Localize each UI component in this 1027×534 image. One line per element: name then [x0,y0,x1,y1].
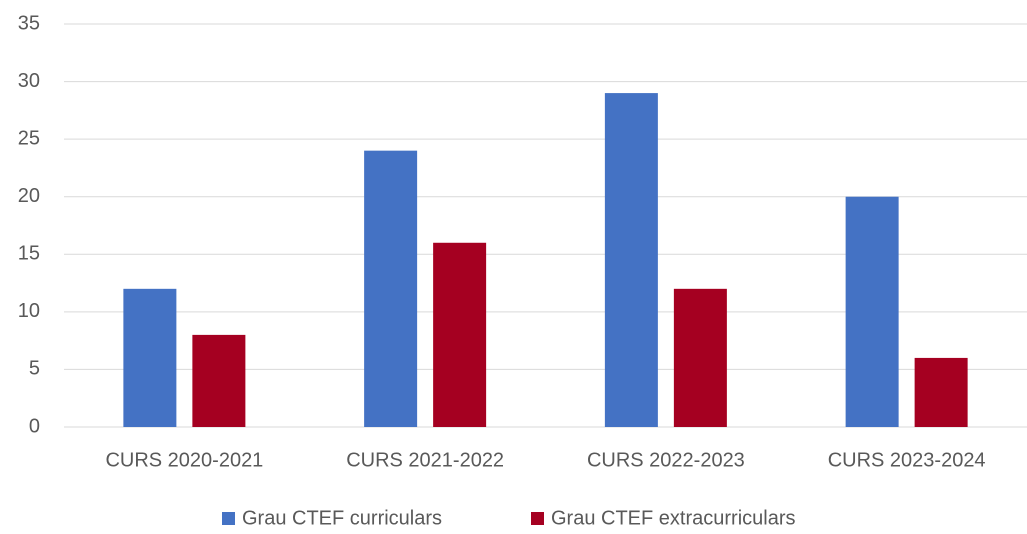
x-tick-label: CURS 2021-2022 [346,449,504,471]
x-tick-label: CURS 2022-2023 [587,449,745,471]
bar [604,93,658,427]
y-tick-label: 0 [29,415,40,437]
bar [192,334,246,427]
bar [845,196,899,427]
legend-swatch [531,512,544,525]
x-tick-label: CURS 2023-2024 [828,449,986,471]
y-tick-label: 15 [18,243,40,265]
y-tick-label: 10 [18,300,40,322]
bar [433,242,487,427]
y-tick-label: 5 [29,358,40,380]
y-tick-label: 20 [18,185,40,207]
bar [123,288,177,427]
y-tick-label: 25 [18,127,40,149]
bar [364,150,418,427]
legend-label: Grau CTEF extracurriculars [551,507,796,529]
x-tick-label: CURS 2020-2021 [105,449,263,471]
y-tick-label: 30 [18,70,40,92]
bar [673,288,727,427]
y-tick-label: 35 [18,12,40,34]
legend-label: Grau CTEF curriculars [242,507,442,529]
legend-swatch [222,512,235,525]
bar [914,357,968,427]
